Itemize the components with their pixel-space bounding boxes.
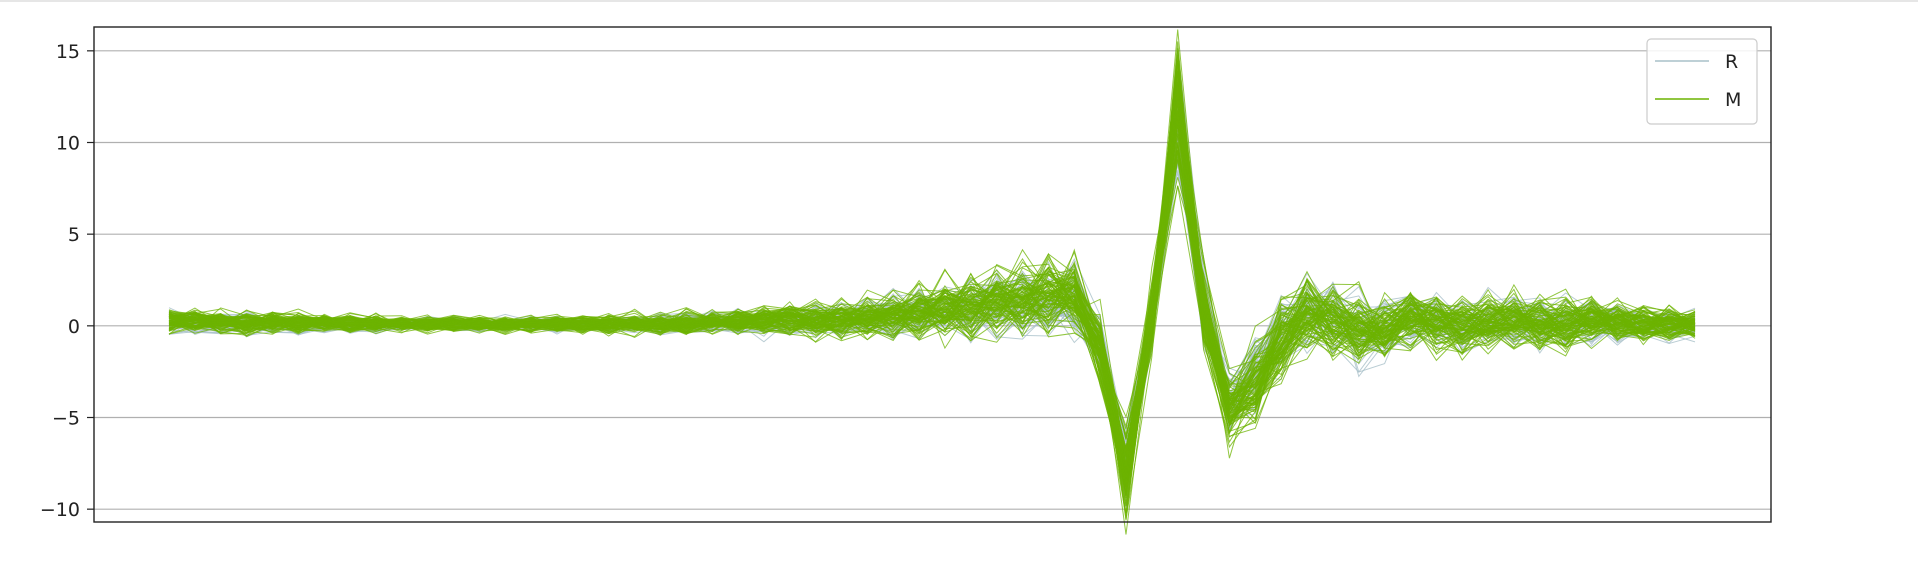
legend: R M (1646, 38, 1758, 125)
series-line-m (168, 120, 1696, 486)
legend-label-m: M (1725, 89, 1741, 111)
y-tick-label: 10 (56, 133, 80, 155)
top-strip (0, 0, 1918, 2)
y-tick-label: 15 (56, 41, 80, 63)
plot-background (94, 27, 1771, 522)
y-tick-label: 5 (68, 224, 80, 246)
y-axis: 15 10 5 0 −5 −10 (40, 41, 94, 521)
series-lines-layer (168, 29, 1696, 535)
y-tick-label: −5 (52, 408, 80, 430)
series-line-m (168, 153, 1696, 467)
plot-frame (93, 26, 1772, 523)
series-line-m (168, 75, 1696, 488)
legend-label-r: R (1725, 51, 1738, 73)
y-tick-label: 0 (68, 316, 80, 338)
legend-box (1646, 38, 1758, 125)
series-line-m (168, 89, 1696, 485)
y-tick-label: −10 (40, 499, 80, 521)
series-line-m (168, 70, 1696, 478)
